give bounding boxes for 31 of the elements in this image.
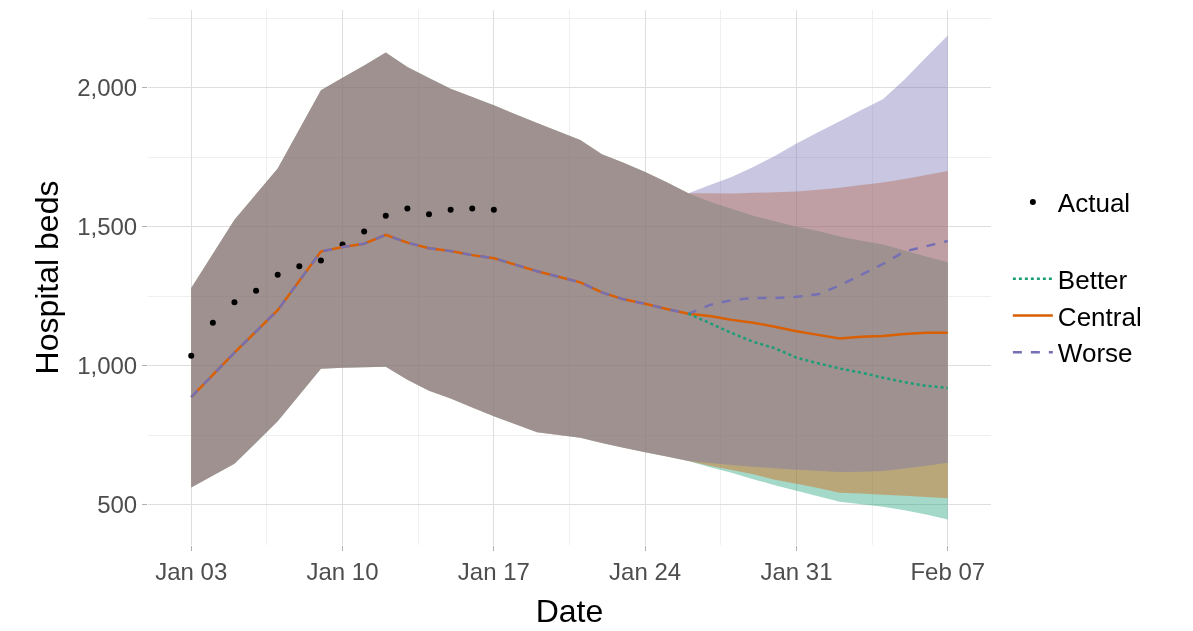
x-tick-label: Jan 24 (609, 557, 682, 585)
legend-label: Central (1057, 301, 1142, 332)
point (469, 205, 476, 212)
point (426, 211, 432, 218)
legend-label: Better (1057, 264, 1128, 295)
y-tick-label: 500 (97, 491, 138, 519)
point (209, 319, 216, 326)
legend-label: Actual (1057, 188, 1131, 219)
point (317, 257, 324, 264)
line-series (687, 312, 950, 390)
point (274, 271, 281, 278)
y-axis-title: Hospital beds (29, 180, 66, 375)
y-tick-label: 1,500 (77, 213, 138, 241)
point (361, 228, 368, 235)
point (447, 206, 454, 213)
point (188, 352, 195, 359)
point (296, 263, 303, 270)
y-tick-label: 2,000 (77, 74, 138, 102)
x-tick-label: Jan 31 (760, 557, 833, 585)
point (490, 206, 497, 213)
legend-label: Worse (1057, 338, 1133, 369)
point (404, 205, 411, 212)
point (382, 212, 389, 219)
point (253, 287, 260, 294)
x-tick-label: Feb 07 (910, 557, 986, 585)
point (231, 299, 238, 306)
y-tick-label: 1,000 (77, 352, 138, 380)
x-tick-label: Jan 10 (306, 557, 379, 585)
x-axis-title: Date (535, 592, 604, 629)
x-tick-label: Jan 03 (155, 557, 228, 585)
x-tick-label: Jan 17 (457, 557, 530, 585)
